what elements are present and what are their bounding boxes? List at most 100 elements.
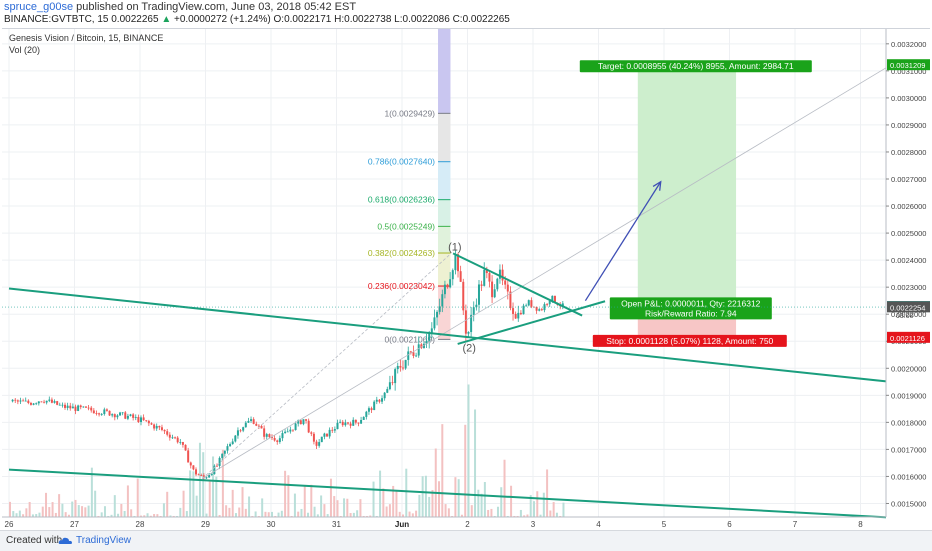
candle-body xyxy=(205,477,208,479)
author-link[interactable]: spruce_g00se xyxy=(4,1,74,13)
candle-body xyxy=(92,410,95,414)
time-tick-label: 31 xyxy=(332,520,341,529)
candle-body xyxy=(61,404,64,406)
candle-body xyxy=(420,344,423,349)
tradingview-brand-link[interactable]: TradingView xyxy=(76,535,132,546)
volume-bar xyxy=(533,501,535,517)
volume-bar xyxy=(130,509,133,517)
fib-band-0.786 xyxy=(438,161,451,200)
candle-body xyxy=(302,419,305,425)
volume-bar xyxy=(113,495,116,517)
candle-body xyxy=(394,369,397,384)
candle-body xyxy=(454,254,457,271)
candle-body xyxy=(402,367,404,369)
candle-body xyxy=(514,313,517,319)
volume-bar xyxy=(408,511,411,517)
volume-bar xyxy=(323,504,326,517)
candle-body xyxy=(530,300,533,307)
price-tick-label: 0.0015000 xyxy=(891,499,926,508)
candle-body xyxy=(79,405,82,408)
volume-bar xyxy=(280,510,283,517)
volume-bars xyxy=(9,384,565,517)
volume-bar xyxy=(58,494,61,517)
volume-bar xyxy=(241,487,244,517)
candle-body xyxy=(467,332,470,334)
time-tick-label: 8 xyxy=(858,520,863,529)
candle-body xyxy=(53,401,56,403)
target-zone xyxy=(637,65,737,308)
candle-body xyxy=(370,408,373,411)
candle-body xyxy=(64,404,67,408)
candle-body xyxy=(294,423,297,431)
fib-band-1 xyxy=(438,113,451,162)
candle-body xyxy=(504,280,507,285)
pane-title: Genesis Vision / Bitcoin, 15, BINANCE xyxy=(9,33,164,43)
volume-bar xyxy=(503,459,506,517)
projection-arrow-line xyxy=(584,181,662,302)
fib-level-label-0.5: 0.5(0.0025249) xyxy=(377,221,435,231)
volume-bar xyxy=(316,514,319,517)
candle-body xyxy=(480,284,483,286)
trendline-upper-channel xyxy=(8,287,891,383)
chart-pane[interactable]: 1(0.0029429) 0.786(0.0027640) 0.618(0.0026… xyxy=(2,28,930,531)
candle-body xyxy=(553,295,556,303)
candle-body xyxy=(160,427,163,430)
price-tag-label: 0.0021126 xyxy=(890,334,925,343)
volume-bar xyxy=(542,492,545,517)
candle-body xyxy=(155,425,158,429)
candle-body xyxy=(260,425,263,429)
candle-body xyxy=(339,421,342,423)
volume-bar xyxy=(67,514,70,517)
candle-body xyxy=(344,422,347,426)
candle-body xyxy=(158,425,161,428)
candle-body xyxy=(247,420,250,423)
candle-body xyxy=(234,435,237,442)
volume-bar xyxy=(379,470,382,517)
candle-body xyxy=(202,475,205,478)
volume-bar xyxy=(536,491,539,517)
guide-line xyxy=(202,65,891,479)
volume-bar xyxy=(81,506,84,517)
time-tick-label: 4 xyxy=(596,520,601,529)
candle-body xyxy=(223,450,226,454)
chart-canvas[interactable]: 1(0.0029429) 0.786(0.0027640) 0.618(0.0026… xyxy=(2,29,930,531)
candle-body xyxy=(375,399,378,402)
price-tag-bg xyxy=(887,59,930,71)
volume-bar xyxy=(434,448,437,517)
candle-body xyxy=(525,305,528,307)
candle-body xyxy=(383,392,386,399)
candle-body xyxy=(168,434,171,438)
price-tick-label: 0.0028000 xyxy=(891,148,926,157)
candle-body xyxy=(462,281,465,311)
price-tick-label: 0.0017000 xyxy=(891,445,926,454)
candle-body xyxy=(367,408,370,412)
candle-body xyxy=(281,433,284,439)
candle-body xyxy=(312,433,315,442)
candle-body xyxy=(328,429,331,437)
volume-bar xyxy=(48,507,51,517)
volume-bar xyxy=(64,512,67,517)
candle-body xyxy=(443,284,446,295)
candle-body xyxy=(45,400,48,403)
volume-indicator-label[interactable]: Vol (20) xyxy=(9,45,41,55)
candle-body xyxy=(105,409,108,411)
candle-body xyxy=(24,400,27,402)
volume-bar xyxy=(418,494,421,517)
candle-body xyxy=(352,419,355,426)
trendline-triangle-top xyxy=(452,252,583,317)
volume-bar xyxy=(271,511,273,517)
candle-body xyxy=(90,407,93,411)
fib-band-0.5 xyxy=(438,226,451,254)
volume-bar xyxy=(231,489,234,517)
candle-body xyxy=(315,441,318,446)
volume-bar xyxy=(254,511,257,517)
candle-body xyxy=(399,365,402,368)
price-tag-bg xyxy=(887,331,930,343)
candle-body xyxy=(273,437,276,441)
volume-bar xyxy=(562,502,565,517)
candle-body xyxy=(326,433,329,437)
volume-bar xyxy=(454,477,457,517)
candle-body xyxy=(464,310,467,334)
volume-bar xyxy=(189,470,192,517)
volume-bar xyxy=(284,470,287,517)
